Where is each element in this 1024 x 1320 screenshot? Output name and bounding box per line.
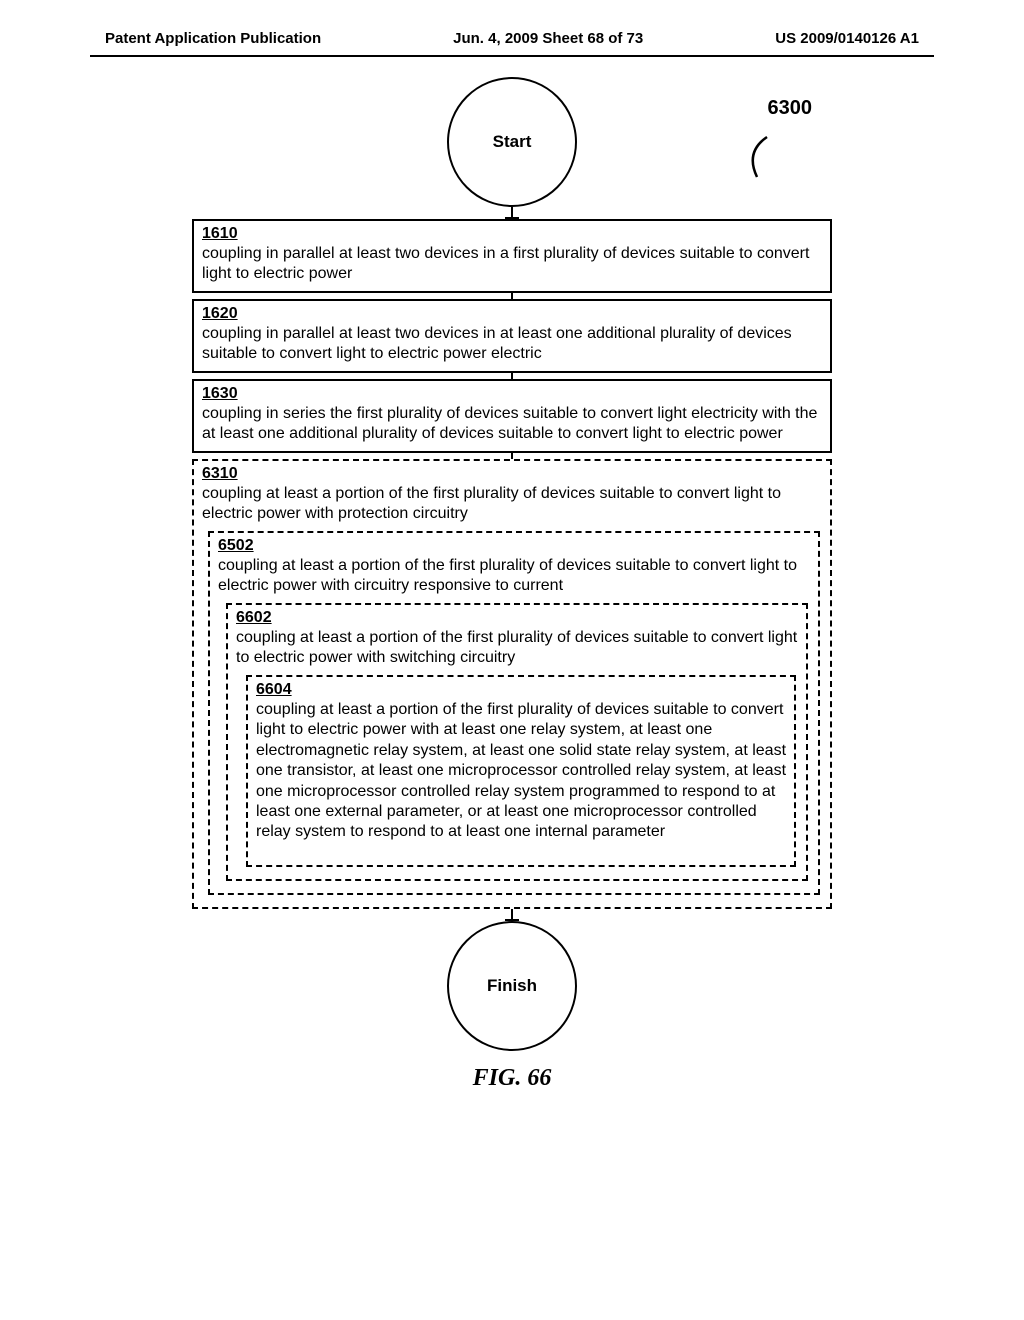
page-header: Patent Application Publication Jun. 4, 2… [90,30,934,47]
step-number: 1620 [202,305,822,323]
step-6502: 6502 coupling at least a portion of the … [208,531,820,895]
start-label: Start [493,132,532,152]
header-center: Jun. 4, 2009 Sheet 68 of 73 [453,30,643,47]
connector [511,207,513,217]
step-6310: 6310 coupling at least a portion of the … [192,459,832,909]
patent-page: Patent Application Publication Jun. 4, 2… [0,0,1024,1320]
step-number: 6604 [256,681,786,699]
start-node: Start [447,77,577,207]
header-rule [90,55,934,57]
step-text: coupling at least a portion of the first… [218,556,810,597]
reference-number-6300: 6300 [768,97,813,120]
finish-node: Finish [447,921,577,1051]
step-number: 6602 [236,609,798,627]
figure-caption: FIG. 66 [192,1065,832,1092]
header-right: US 2009/0140126 A1 [775,30,919,47]
connector [511,909,513,919]
step-text: coupling in parallel at least two device… [202,244,822,285]
step-text: coupling in parallel at least two device… [202,324,822,365]
reference-curve-icon [737,132,777,182]
step-number: 1630 [202,385,822,403]
step-1610: 1610 coupling in parallel at least two d… [192,219,832,293]
step-1630: 1630 coupling in series the first plural… [192,379,832,453]
step-1620: 1620 coupling in parallel at least two d… [192,299,832,373]
flowchart-6300: 6300 Start 1610 coupling in parallel at … [192,77,832,1092]
step-number: 6502 [218,537,810,555]
step-number: 6310 [202,465,822,483]
step-text: coupling at least a portion of the first… [256,700,786,843]
step-text: coupling in series the first plurality o… [202,404,822,445]
step-text: coupling at least a portion of the first… [236,628,798,669]
finish-label: Finish [487,976,537,996]
step-6604: 6604 coupling at least a portion of the … [246,675,796,867]
step-6602: 6602 coupling at least a portion of the … [226,603,808,881]
step-text-inner: coupling in series the first plurality o… [202,405,817,442]
step-number: 1610 [202,225,822,243]
header-left: Patent Application Publication [105,30,321,47]
step-text: coupling at least a portion of the first… [202,484,822,525]
